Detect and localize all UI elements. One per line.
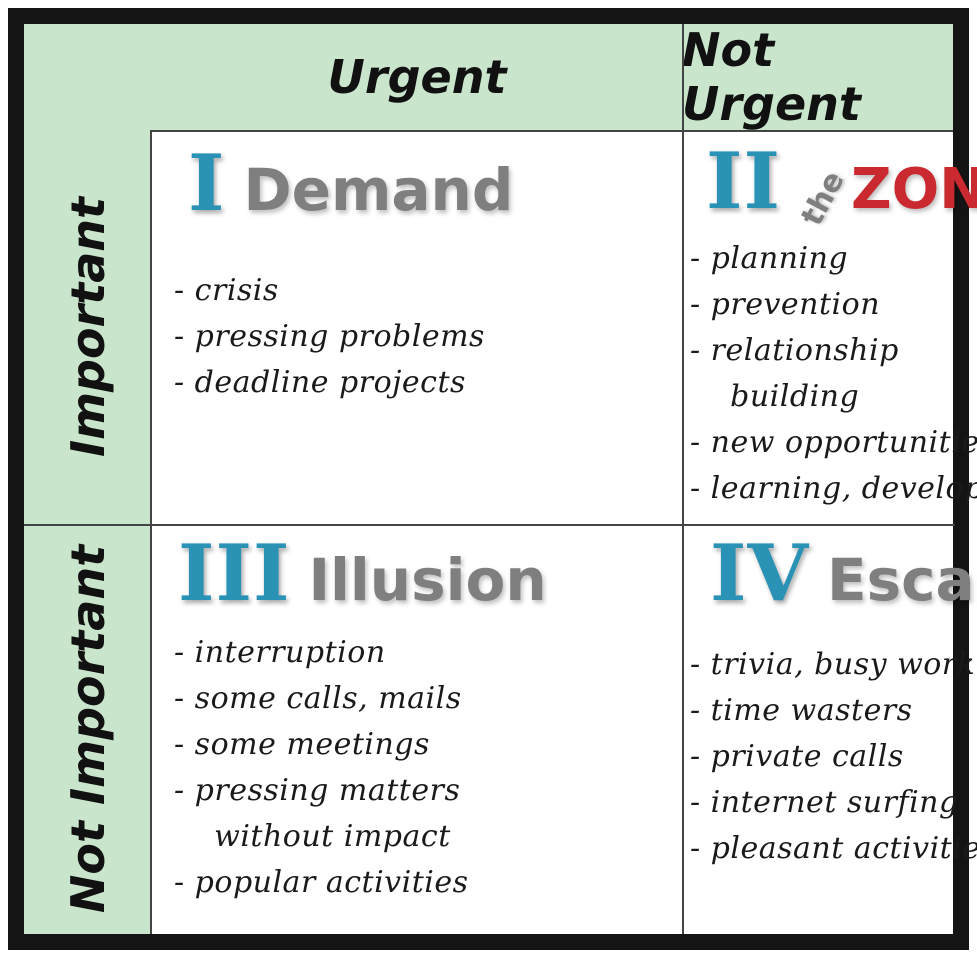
list-item: building	[690, 379, 860, 414]
title-zone: ZONE	[851, 157, 977, 222]
quadrant-illusion: III Illusion - interruption - some calls…	[152, 526, 682, 936]
list-item: - pressing matters	[174, 773, 461, 808]
list-item: - time wasters	[690, 693, 913, 728]
list-item: - internet surfing	[690, 785, 959, 820]
list-item: - pleasant activities	[690, 831, 977, 866]
list-item: - some calls, mails	[174, 681, 462, 716]
numeral-four: IV	[710, 528, 810, 619]
list-item: - prevention	[690, 287, 881, 322]
quadrant-demand: I Demand - crisis - pressing problems - …	[152, 132, 682, 524]
list-item: - planning	[690, 241, 849, 276]
list-item: without impact	[174, 819, 451, 854]
numeral-three: III	[178, 528, 291, 619]
demand-list: - crisis - pressing problems - deadline …	[174, 268, 485, 406]
vertical-divider	[682, 24, 684, 934]
list-item: - private calls	[690, 739, 904, 774]
escape-list: - trivia, busy work - time wasters - pri…	[690, 642, 977, 872]
title-illusion: Illusion	[308, 546, 547, 614]
row-header-important: Important	[24, 130, 152, 524]
horizontal-divider	[24, 524, 955, 526]
quadrant-zone: II the ZONE - planning - prevention - re…	[684, 132, 977, 524]
zone-list: - planning - prevention - relationship b…	[690, 236, 977, 512]
list-item: - trivia, busy work	[690, 647, 976, 682]
quadrant-zone-title: II the ZONE	[706, 136, 977, 231]
title-the: the	[794, 165, 852, 232]
row-header-not-important: Not Important	[24, 524, 152, 934]
matrix-grid: I Demand - crisis - pressing problems - …	[24, 24, 977, 936]
column-header-not-urgent: Not Urgent	[682, 23, 861, 131]
title-demand: Demand	[243, 156, 514, 224]
list-item: - interruption	[174, 635, 386, 670]
list-item: - some meetings	[174, 727, 430, 762]
list-item: - relationship	[690, 333, 899, 368]
list-item: - pressing problems	[174, 319, 485, 354]
illusion-list: - interruption - some calls, mails - som…	[174, 630, 469, 906]
row-header-not-important-label: Not Important	[61, 544, 116, 914]
quadrant-escape: IV Escape - trivia, busy work - time was…	[684, 526, 977, 936]
quadrant-demand-title: I Demand	[188, 138, 513, 229]
numeral-one: I	[188, 138, 226, 229]
list-item: - popular activities	[174, 865, 469, 900]
title-escape: Escape	[827, 546, 977, 614]
list-item: - learning, developing	[690, 471, 977, 506]
quadrant-illusion-title: III Illusion	[178, 528, 547, 619]
list-item: - crisis	[174, 273, 279, 308]
list-item: - new opportunities	[690, 425, 977, 460]
column-header-urgent: Urgent	[327, 50, 507, 104]
quadrant-escape-title: IV Escape	[710, 528, 977, 619]
numeral-two: II	[706, 136, 781, 227]
row-header-important-label: Important	[61, 196, 115, 458]
list-item: - deadline projects	[174, 365, 466, 400]
priority-matrix-frame: Urgent Not Urgent Important Not Importan…	[8, 8, 977, 950]
